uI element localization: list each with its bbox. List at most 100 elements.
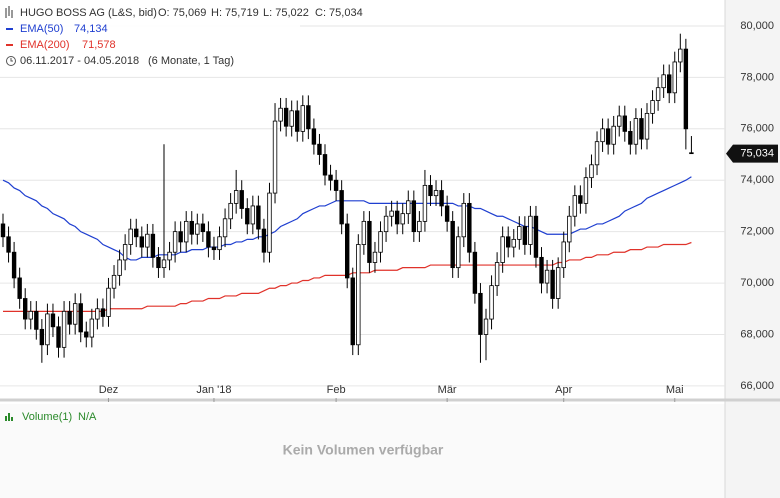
clock-icon xyxy=(6,56,16,66)
candle-body xyxy=(217,236,222,251)
ohlc-high: H: 75,719 xyxy=(211,7,259,19)
candle-body xyxy=(23,298,28,320)
candle-body xyxy=(528,215,533,245)
candle-body xyxy=(150,233,156,258)
candle-body xyxy=(311,128,317,145)
candle-body xyxy=(433,190,439,197)
candle-body xyxy=(45,313,50,346)
candle-body xyxy=(72,303,78,325)
candle-body xyxy=(239,190,244,209)
candle-body xyxy=(84,331,89,338)
candle-body xyxy=(594,141,600,166)
candle-body xyxy=(661,74,666,89)
candle-body xyxy=(67,310,72,325)
candle-body xyxy=(267,192,272,253)
y-tick-label: 80,000 xyxy=(740,20,774,32)
candle-body xyxy=(361,220,367,245)
candle-body xyxy=(61,310,67,348)
candle-body xyxy=(372,251,378,263)
candle-body xyxy=(322,154,328,176)
candle-body xyxy=(478,292,483,335)
candle-body xyxy=(678,48,683,63)
candle-body xyxy=(555,267,561,299)
candle-body xyxy=(500,236,505,263)
candle-body xyxy=(667,74,672,94)
candle-body xyxy=(605,128,611,145)
ema-line xyxy=(2,176,692,261)
legend-background xyxy=(0,0,300,70)
candle-body xyxy=(317,143,322,155)
instrument-name: HUGO BOSS AG (L&S, bid) xyxy=(20,7,157,19)
candle-body xyxy=(106,287,111,317)
candle-body xyxy=(117,259,122,276)
marks xyxy=(0,33,694,363)
candle-body xyxy=(0,223,6,238)
candle-body xyxy=(394,210,400,225)
candle-body xyxy=(367,220,372,263)
candle-body xyxy=(617,115,622,127)
candle-body xyxy=(78,303,83,333)
volume-background xyxy=(0,404,725,498)
candle-body xyxy=(633,118,639,145)
candle-body xyxy=(672,61,677,94)
candle-body xyxy=(50,313,56,328)
candle-body xyxy=(422,184,428,222)
candle-body xyxy=(339,190,344,225)
candle-body xyxy=(561,241,566,269)
volume-icon xyxy=(5,413,13,421)
candle-body xyxy=(417,220,422,233)
x-tick-label: Jan '18 xyxy=(196,384,231,396)
candle-body xyxy=(583,177,589,204)
x-tick-label: Mär xyxy=(438,384,457,396)
candle-body xyxy=(228,202,233,220)
legend-value: 74,134 xyxy=(74,23,108,35)
candle-body xyxy=(639,118,644,140)
candle-body xyxy=(383,215,389,233)
candle-body xyxy=(506,236,511,248)
candle-body xyxy=(411,200,417,233)
candle-body xyxy=(28,310,33,320)
date-range: 06.11.2017 - 04.05.2018 xyxy=(20,55,139,67)
y-tick-label: 68,000 xyxy=(740,328,774,340)
candle-body xyxy=(345,223,350,279)
legend-label: EMA(50) xyxy=(20,23,63,35)
candle-body xyxy=(350,277,355,346)
candle-body xyxy=(544,269,550,284)
candle-body xyxy=(428,184,433,197)
candle-body xyxy=(139,236,144,248)
y-tick-label: 72,000 xyxy=(740,226,774,238)
candle-body xyxy=(572,195,578,217)
candle-body xyxy=(100,308,106,317)
y-tick-label: 78,000 xyxy=(740,71,774,83)
candle-body xyxy=(156,256,161,269)
y-tick-label: 70,000 xyxy=(740,277,774,289)
candle-body xyxy=(406,200,411,215)
candle-body xyxy=(95,308,100,320)
candle-body xyxy=(578,195,583,204)
candle-body xyxy=(195,223,200,235)
candle-body xyxy=(472,251,478,294)
candle-body xyxy=(689,152,694,155)
candle-body xyxy=(145,233,150,248)
candle-body xyxy=(39,328,45,346)
legend-label: EMA(200) xyxy=(20,39,70,51)
candle-body xyxy=(306,105,311,130)
candle-body xyxy=(134,228,139,238)
candle-body xyxy=(567,215,572,243)
candle-body xyxy=(611,125,616,145)
candle-body xyxy=(628,130,633,145)
y-tick-label: 74,000 xyxy=(740,174,774,186)
candle-body xyxy=(184,220,189,243)
candle-body xyxy=(600,128,605,143)
candle-body xyxy=(650,100,655,114)
candle-body xyxy=(655,87,661,101)
candle-body xyxy=(161,259,167,269)
volume-value: N/A xyxy=(78,411,97,423)
candle-body xyxy=(289,110,294,127)
x-tick-label: Mai xyxy=(666,384,684,396)
candle-body xyxy=(245,208,250,225)
candle-body xyxy=(250,205,256,225)
candle-body xyxy=(511,238,516,248)
candle-body xyxy=(6,236,11,253)
candle-body xyxy=(494,262,500,287)
